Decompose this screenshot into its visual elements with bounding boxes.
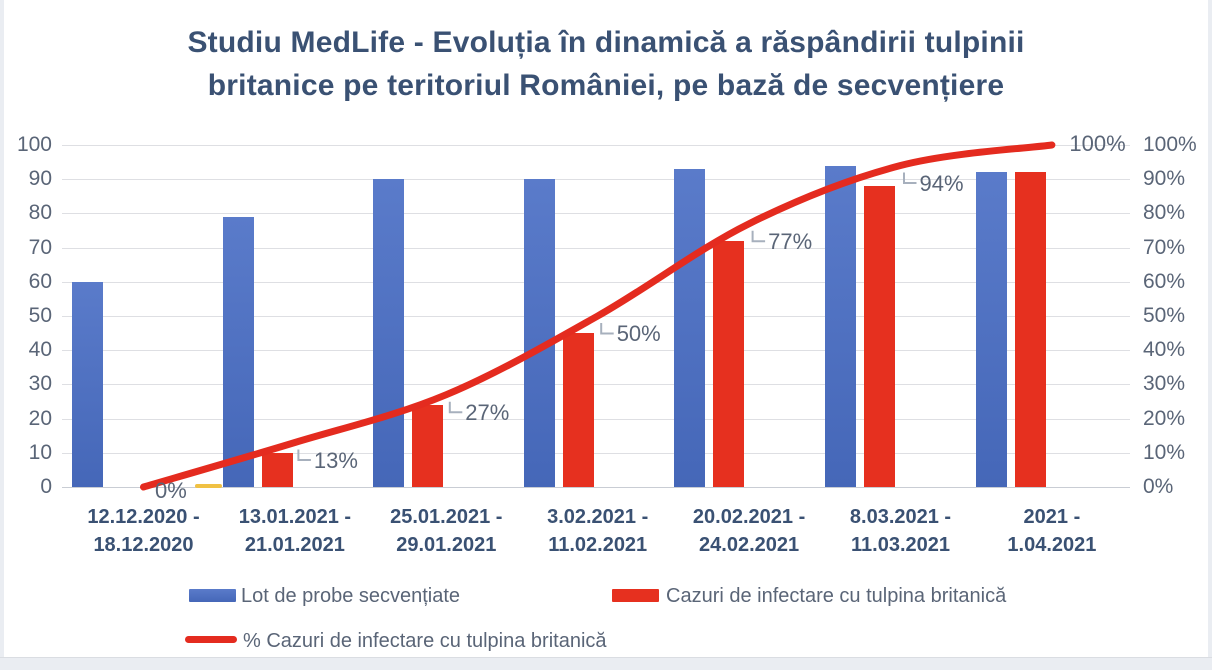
x-category-line-1: 13.01.2021 - xyxy=(238,506,352,528)
y-axis-right-tick: 0% xyxy=(1143,475,1174,498)
label-connector xyxy=(448,401,463,414)
x-category-line-2: 1.04.2021 xyxy=(1007,534,1097,556)
bar-cazuri-3 xyxy=(412,404,444,487)
y-axis-right-tick: 60% xyxy=(1143,269,1186,293)
x-axis-category-6: 8.03.2021 - 11.03.2021 xyxy=(815,503,987,559)
gridline xyxy=(62,213,1130,215)
trend-line-percent-cazuri xyxy=(140,141,1056,491)
gridline xyxy=(62,281,1130,283)
legend-label-cazuri: Cazuri de infectare cu tulpina britanică xyxy=(666,585,1007,607)
y-axis-left-tick: 40 xyxy=(28,338,52,362)
line-data-label-100%: 100% xyxy=(1069,131,1126,156)
window-edge-right xyxy=(1208,0,1212,670)
gridline xyxy=(62,487,1130,488)
label-connector xyxy=(600,323,614,335)
window-edge-left xyxy=(0,0,4,670)
x-category-line-1: 8.03.2021 - xyxy=(849,506,952,528)
y-axis-left-tick: 10 xyxy=(28,440,52,464)
legend-label-procent: % Cazuri de infectare cu tulpina britani… xyxy=(243,630,607,652)
zero-value-marker xyxy=(195,484,222,488)
gridline xyxy=(62,452,1130,454)
x-category-line-1: 12.12.2020 - xyxy=(87,506,200,528)
gridline xyxy=(62,350,1130,352)
label-connector xyxy=(751,230,766,243)
line-data-label-94%: 94% xyxy=(919,170,964,196)
bar-cazuri-7 xyxy=(1014,172,1046,487)
y-axis-left-tick: 20 xyxy=(28,406,52,430)
x-category-line-2: 18.12.2020 xyxy=(93,534,194,556)
x-category-line-2: 11.03.2021 xyxy=(851,534,950,556)
chart-title-line-1: Studiu MedLife - Evoluția în dinamică a … xyxy=(187,26,1025,59)
y-axis-left-tick: 100 xyxy=(16,133,52,156)
y-axis-left-tick: 60 xyxy=(28,269,52,293)
bar-cazuri-4 xyxy=(562,333,594,487)
y-axis-right-tick: 50% xyxy=(1143,304,1186,327)
label-connector xyxy=(297,449,311,461)
y-axis-left-tick: 70 xyxy=(28,235,52,259)
x-axis-category-4: 3.02.2021 - 11.02.2021 xyxy=(512,503,684,559)
y-axis-left-tick: 90 xyxy=(28,167,52,191)
x-category-line-2: 29.01.2021 xyxy=(396,534,497,556)
y-axis-right-tick: 90% xyxy=(1143,167,1186,191)
bar-lot-probe-2 xyxy=(222,216,254,487)
legend-swatch-cazuri xyxy=(612,589,659,602)
line-data-label-50%: 50% xyxy=(616,321,661,346)
x-axis-category-5: 20.02.2021 - 24.02.2021 xyxy=(663,503,835,559)
y-axis-right-tick: 70% xyxy=(1143,235,1186,259)
y-axis-left-tick: 0 xyxy=(40,475,52,498)
y-axis-left-tick: 80 xyxy=(28,201,52,225)
bar-cazuri-6 xyxy=(864,186,895,487)
gridline xyxy=(62,384,1130,386)
x-axis-category-7: 2021 - 1.04.2021 xyxy=(966,503,1138,559)
gridline xyxy=(62,418,1130,420)
bar-lot-probe-7 xyxy=(975,172,1007,487)
x-category-line-1: 25.01.2021 - xyxy=(390,506,503,528)
x-category-line-2: 24.02.2021 xyxy=(699,534,800,556)
x-category-line-1: 2021 - xyxy=(1023,506,1081,528)
line-data-label-27%: 27% xyxy=(465,399,510,425)
x-category-line-1: 3.02.2021 - xyxy=(547,506,649,528)
y-axis-right-tick: 30% xyxy=(1143,372,1186,396)
window-edge-bottom xyxy=(0,657,1212,670)
x-axis-category-3: 25.01.2021 - 29.01.2021 xyxy=(360,503,532,559)
y-axis-right-tick: 40% xyxy=(1143,338,1186,362)
bar-lot-probe-3 xyxy=(373,179,405,487)
y-axis-left-tick: 50 xyxy=(28,304,52,327)
y-axis-right-tick: 100% xyxy=(1143,133,1197,156)
bar-lot-probe-6 xyxy=(825,165,856,487)
bar-lot-probe-5 xyxy=(674,168,706,487)
legend-swatch-lot-probe xyxy=(189,589,236,602)
bar-cazuri-2 xyxy=(261,452,293,487)
legend-swatch-procent-line xyxy=(185,636,237,643)
x-axis-category-2: 13.01.2021 - 21.01.2021 xyxy=(209,503,381,559)
line-data-label-0%: 0% xyxy=(155,478,187,503)
y-axis-right-tick: 20% xyxy=(1143,406,1186,430)
x-category-line-2: 11.02.2021 xyxy=(548,534,648,556)
y-axis-left-tick: 30 xyxy=(28,372,52,396)
chart-title: Studiu MedLife - Evoluția în dinamică a … xyxy=(0,21,1212,107)
gridline xyxy=(62,179,1130,181)
x-category-line-2: 21.01.2021 xyxy=(244,534,345,556)
x-axis-category-1: 12.12.2020 - 18.12.2020 xyxy=(58,503,230,559)
x-category-line-1: 20.02.2021 - xyxy=(692,506,806,528)
bar-lot-probe-4 xyxy=(523,179,555,487)
bar-cazuri-5 xyxy=(713,240,745,487)
label-connector xyxy=(903,172,917,184)
line-data-label-77%: 77% xyxy=(768,228,813,254)
gridline xyxy=(62,145,1130,146)
gridline xyxy=(62,247,1130,249)
bar-lot-probe-1 xyxy=(72,281,103,487)
legend-label-lot-probe: Lot de probe secvențiate xyxy=(241,585,461,607)
chart-title-line-2: britanice pe teritoriul României, pe baz… xyxy=(207,69,1005,102)
y-axis-right-tick: 10% xyxy=(1143,440,1186,464)
line-data-label-13%: 13% xyxy=(313,447,358,473)
y-axis-right-tick: 80% xyxy=(1143,201,1186,225)
